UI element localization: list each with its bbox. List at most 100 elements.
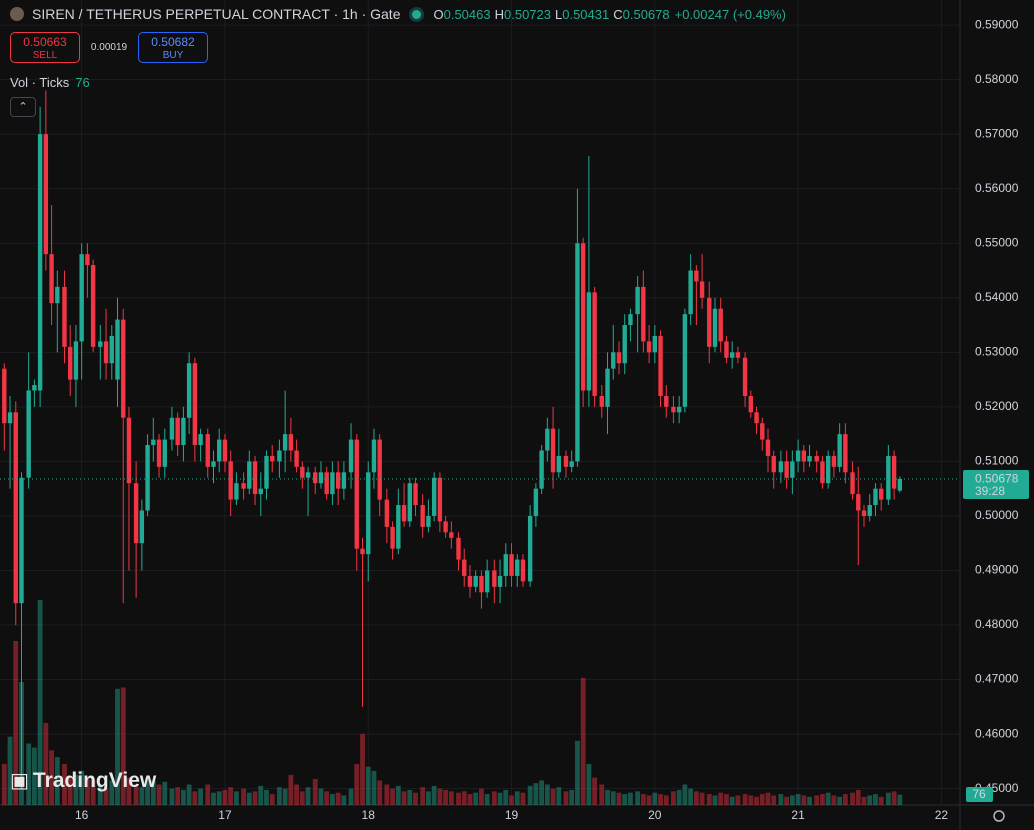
buy-label: BUY <box>162 50 184 61</box>
volume-bar <box>671 791 676 805</box>
volume-bar <box>205 784 211 805</box>
candle-body <box>90 265 96 347</box>
ohlc-label: L <box>555 7 563 22</box>
candle-body <box>771 455 776 473</box>
volume-bar <box>277 787 282 805</box>
volume-bar <box>610 791 616 805</box>
volume-bar <box>789 795 795 805</box>
volume-bar <box>503 789 509 805</box>
volume-bar <box>222 789 228 805</box>
candle-body <box>186 363 192 418</box>
volume-bar <box>635 791 641 805</box>
candle-body <box>264 455 269 489</box>
volume-bar <box>305 787 311 805</box>
candle-body <box>694 270 699 282</box>
last-volume-label: 76 <box>972 787 986 801</box>
candle-body <box>850 472 855 495</box>
candle-body <box>37 134 43 391</box>
volume-bar <box>377 780 383 805</box>
volume-bar <box>67 777 73 805</box>
volume-bar <box>640 794 646 805</box>
candle-body <box>324 472 329 495</box>
volume-bar <box>54 757 60 805</box>
market-status[interactable] <box>412 9 422 19</box>
volume-bar <box>575 740 580 805</box>
settings-button[interactable] <box>993 810 1005 822</box>
volume-bar <box>795 794 801 805</box>
candle-body <box>354 439 359 549</box>
volume-bar <box>228 787 234 805</box>
volume-bar <box>467 794 473 805</box>
candle-body <box>294 450 299 467</box>
y-tick-label: 0.51000 <box>975 454 1019 468</box>
volume-bar <box>133 784 139 805</box>
x-tick-label: 18 <box>362 808 376 822</box>
y-tick-label: 0.57000 <box>975 126 1019 140</box>
volume-bar <box>592 777 598 805</box>
candle-body <box>628 314 633 326</box>
symbol-title: SIREN / TETHERUS PERPETUAL CONTRACT · 1h… <box>32 6 401 22</box>
candle-body <box>426 515 431 527</box>
volume-bar <box>371 770 377 805</box>
volume-bar <box>145 777 150 805</box>
candle-body <box>545 428 550 451</box>
volume-bar <box>550 788 556 805</box>
candle-body <box>169 417 175 440</box>
volume-bar <box>150 780 156 805</box>
candle-body <box>886 455 891 500</box>
volume-bar <box>431 785 437 805</box>
candle-body <box>520 559 526 582</box>
volume-bar <box>162 781 168 805</box>
volume-bar <box>186 784 192 805</box>
volume-bar <box>556 787 562 805</box>
sell-button[interactable]: 0.50663 SELL <box>10 32 80 63</box>
volume-bar <box>354 764 360 805</box>
volume-bar <box>699 792 705 805</box>
candle-body <box>784 461 789 478</box>
buy-button[interactable]: 0.50682 BUY <box>138 32 208 63</box>
candle-body <box>175 417 180 446</box>
candle-body <box>820 461 825 484</box>
candle-body <box>431 477 437 516</box>
volume-bar <box>79 770 85 805</box>
candle-body <box>658 335 663 396</box>
volume-bar <box>43 723 49 805</box>
candle-body <box>407 483 412 522</box>
volume-bar <box>360 733 365 805</box>
candle-body <box>729 352 735 358</box>
volume-bar <box>335 792 341 805</box>
candle-body <box>43 134 49 255</box>
volume-bar <box>778 794 784 805</box>
volume-bar <box>139 787 145 805</box>
candle-body <box>873 488 878 506</box>
candle-body <box>635 286 640 315</box>
volume-bar <box>676 789 682 805</box>
volume-bar <box>663 795 669 805</box>
volume-bar <box>282 788 288 805</box>
candle-body <box>348 439 354 473</box>
candle-body <box>611 352 616 369</box>
candle-body <box>735 352 741 358</box>
y-tick-label: 0.52000 <box>975 399 1019 413</box>
candle-body <box>592 292 597 396</box>
volume-bar <box>622 794 628 805</box>
volume-bar <box>443 789 449 805</box>
candle-body <box>162 439 167 467</box>
candle-body <box>241 483 246 489</box>
volume-value: 76 <box>75 75 90 90</box>
candle-body <box>479 575 484 593</box>
candle-body <box>335 472 341 489</box>
volume-bar <box>90 780 96 805</box>
volume-bar <box>658 794 663 805</box>
candle-body <box>456 537 461 560</box>
last-volume-badge <box>966 787 993 802</box>
ohlc-label: O <box>433 7 444 22</box>
volume-bar <box>825 792 831 805</box>
collapse-button[interactable]: ⌃ <box>10 97 36 117</box>
volume-bar <box>473 792 479 805</box>
volume-bar <box>103 788 109 805</box>
candle-body <box>288 434 294 451</box>
candle-body <box>754 412 759 424</box>
volume-bar <box>395 785 401 805</box>
